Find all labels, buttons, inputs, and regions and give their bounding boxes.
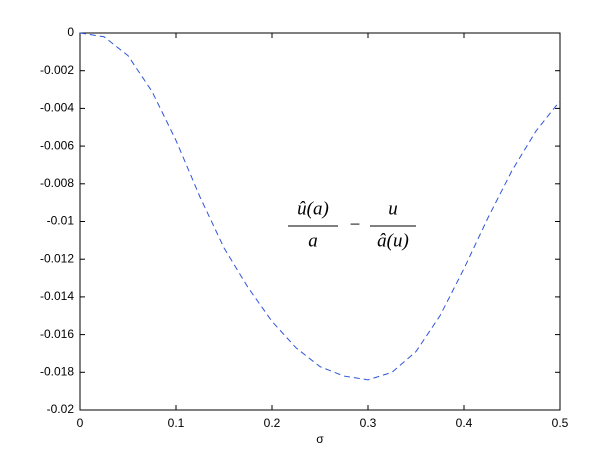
annotation-numerator: u: [388, 198, 398, 219]
x-tick-label: 0: [77, 416, 84, 430]
annotation-operator: −: [350, 214, 361, 235]
y-tick-label: -0.012: [40, 251, 74, 265]
y-tick-label: -0.002: [40, 63, 74, 77]
annotation-denominator: a: [308, 230, 318, 251]
x-tick-label: 0.3: [360, 416, 377, 430]
data-line: [79, 32, 561, 381]
y-tick-label: -0.006: [40, 138, 74, 152]
annotation-numerator: û(a): [297, 198, 329, 219]
y-tick-label: -0.01: [47, 214, 75, 228]
x-tick-label: 0.5: [552, 416, 569, 430]
y-tick-label: -0.014: [40, 289, 74, 303]
x-tick-label: 0.2: [264, 416, 281, 430]
x-axis-label: σ: [316, 432, 324, 446]
y-tick-label: 0: [67, 25, 74, 39]
x-tick-label: 0.1: [168, 416, 185, 430]
y-tick-label: -0.004: [40, 101, 74, 115]
annotation-denominator: â(u): [377, 230, 409, 251]
y-tick-label: -0.02: [47, 402, 75, 416]
y-tick-label: -0.018: [40, 364, 74, 378]
y-tick-label: -0.008: [40, 176, 74, 190]
x-tick-label: 0.4: [456, 416, 473, 430]
y-tick-label: -0.016: [40, 327, 74, 341]
